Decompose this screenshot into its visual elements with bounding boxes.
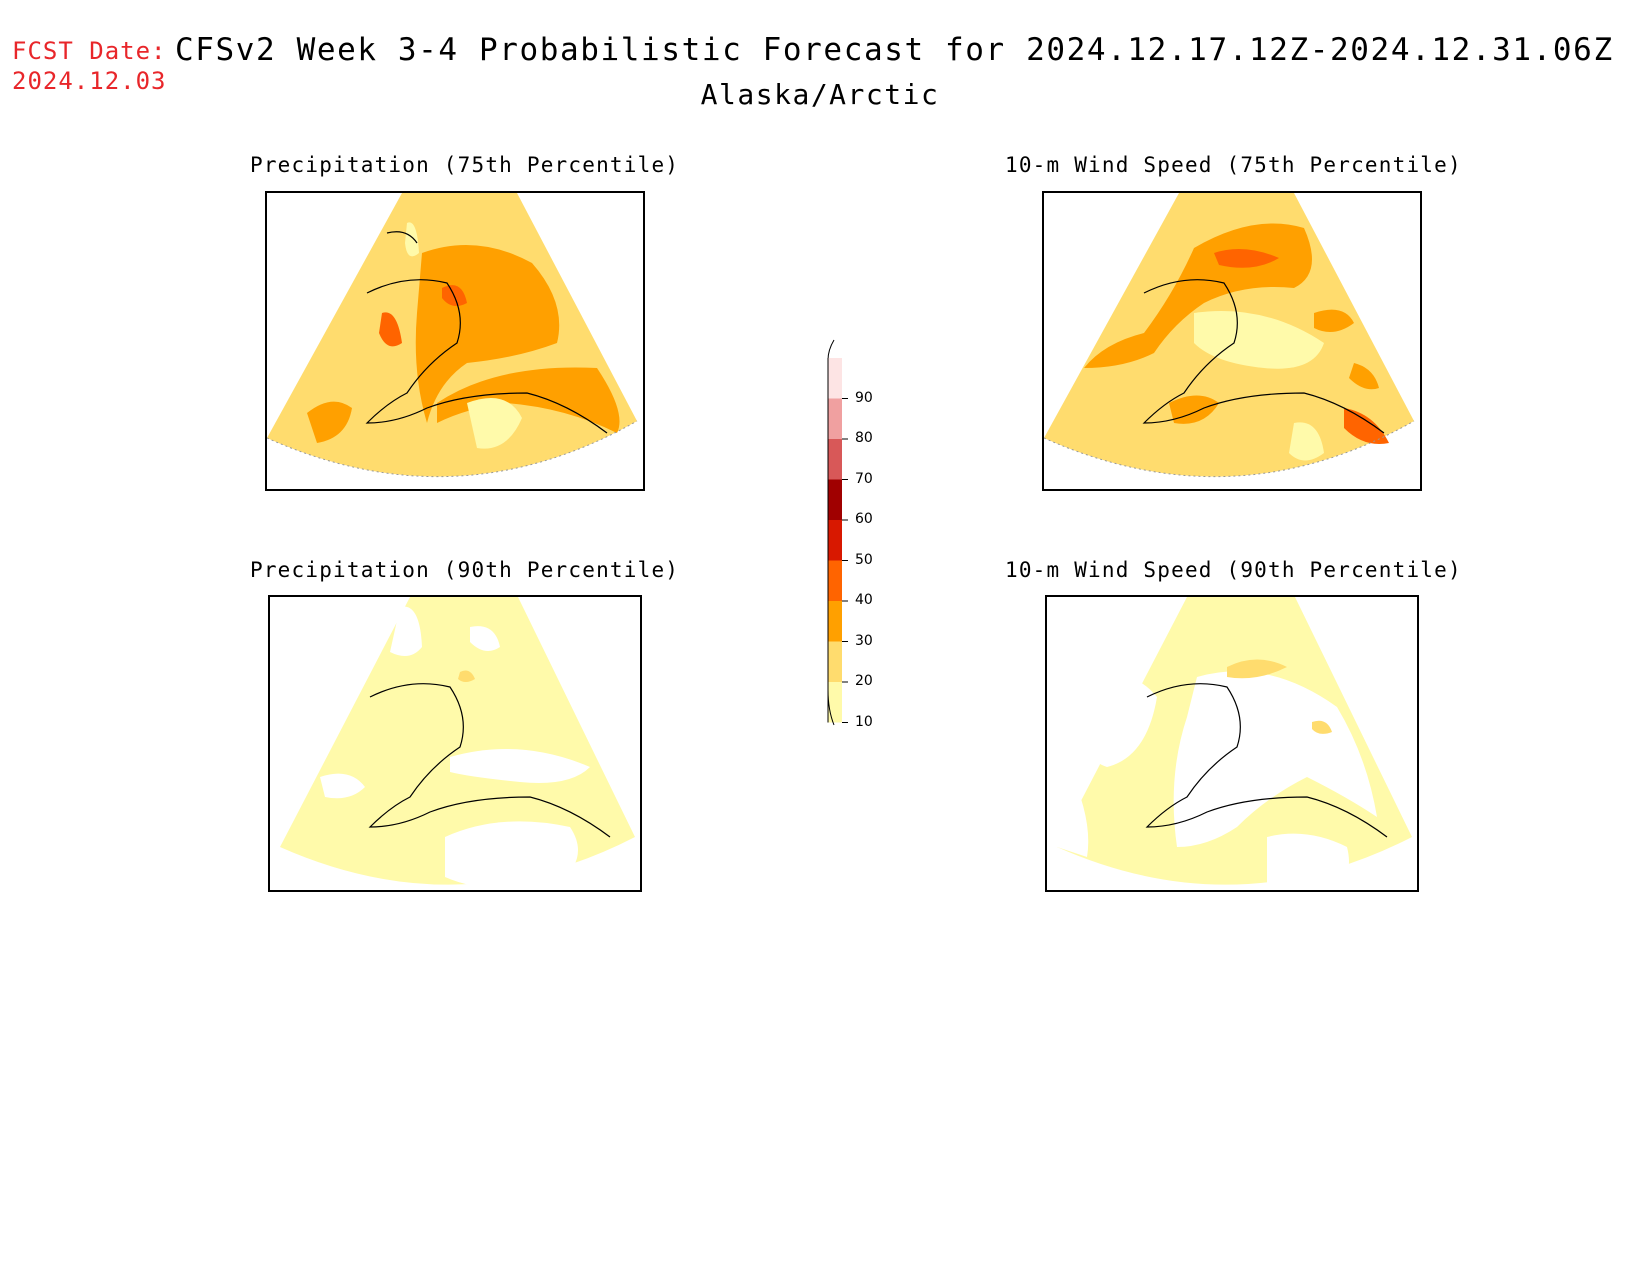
panel-title-wind-90: 10-m Wind Speed (90th Percentile) [1005,558,1462,582]
forecast-date-value: 2024.12.03 [12,67,167,95]
colorbar-swatch [828,520,842,561]
map-wind-90 [1045,595,1419,892]
colorbar-swatch [828,682,842,723]
panel-title-precip-90: Precipitation (90th Percentile) [250,558,680,582]
colorbar-label: 40 [855,592,873,608]
colorbar-swatch [828,560,842,601]
colorbar [827,339,848,726]
panel-title-wind-75: 10-m Wind Speed (75th Percentile) [1005,153,1462,177]
forecast-date: FCST Date: 2024.12.03 [12,36,167,96]
colorbar-label: 60 [855,511,873,527]
colorbar-swatch [828,479,842,520]
colorbar-label: 50 [855,551,873,568]
colorbar-label: 30 [855,632,873,649]
colorbar-label: 90 [855,389,873,406]
colorbar-label: 80 [855,430,873,446]
colorbar-swatch [828,358,842,399]
colorbar-swatch [828,601,842,642]
colorbar-swatch [828,439,842,480]
colorbar-label: 10 [855,713,873,730]
map-precip-75 [265,191,645,491]
region-subtitle: Alaska/Arctic [700,78,940,111]
colorbar-swatch [828,641,842,682]
panel-title-precip-75: Precipitation (75th Percentile) [250,153,680,177]
colorbar-label: 20 [855,673,873,689]
colorbar-swatch [828,398,842,439]
map-precip-90 [268,595,642,892]
map-wind-75 [1042,191,1422,491]
colorbar-label: 70 [855,470,873,487]
page-title: CFSv2 Week 3-4 Probabilistic Forecast fo… [175,32,1614,68]
forecast-date-label: FCST Date: [12,37,167,65]
